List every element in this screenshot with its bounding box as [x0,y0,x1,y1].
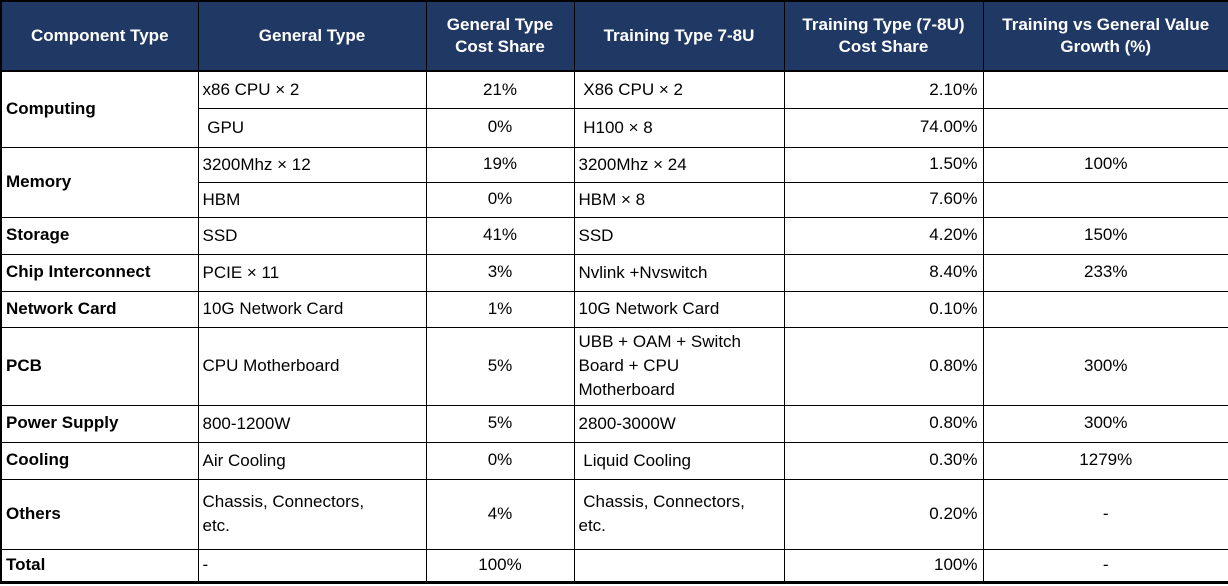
cell-training-share: 8.40% [783,253,984,292]
cell-training-share: 100% [783,548,984,583]
cell-general-share: 5% [425,404,575,443]
row-cooling: Cooling Air Cooling 0% Liquid Cooling 0.… [0,441,1228,480]
cell-component-network-card: Network Card [0,290,199,328]
cell-training-share: 0.10% [783,290,984,328]
header-general-type: General Type [197,0,427,72]
cell-component-others: Others [0,478,199,550]
cell-component-power-supply: Power Supply [0,404,199,443]
cell-training-type: HBM × 8 [573,181,785,218]
cell-training-type: 2800-3000W [573,404,785,443]
cell-general-type: PCIE × 11 [197,253,427,292]
row-storage: Storage SSD 41% SSD 4.20% 150% [0,216,1228,255]
row-memory-dram: Memory 3200Mhz × 12 19% 3200Mhz × 24 1.5… [0,146,1228,218]
cell-training-type: H100 × 8 [573,107,785,148]
cell-growth [982,107,1228,148]
cell-training-type: Chassis, Connectors, etc. [573,478,785,550]
header-row: Component Type General Type General Type… [0,0,1228,72]
cell-training-share: 0.80% [783,326,984,406]
cell-growth [982,70,1228,109]
cell-general-share: 0% [425,107,575,148]
cell-general-type: 10G Network Card [197,290,427,328]
cell-training-share: 0.80% [783,404,984,443]
header-training-type: Training Type 7-8U [573,0,785,72]
cell-general-share: 100% [425,548,575,583]
cell-growth [982,181,1228,218]
header-training-cost-share: Training Type (7-8U) Cost Share [783,0,984,72]
cell-component-memory: Memory [0,146,199,218]
cell-general-type: 3200Mhz × 12 [197,146,427,183]
cell-training-type: X86 CPU × 2 [573,70,785,109]
cell-growth: 1279% [982,441,1228,480]
cell-general-share: 5% [425,326,575,406]
cell-general-share: 21% [425,70,575,109]
cell-general-share: 1% [425,290,575,328]
header-component-type: Component Type [0,0,199,72]
cell-component-cooling: Cooling [0,441,199,480]
row-memory-hbm: HBM 0% HBM × 8 7.60% [1,181,1228,218]
cell-general-share: 4% [425,478,575,550]
cell-general-type: x86 CPU × 2 [197,70,427,109]
cell-growth: 150% [982,216,1228,255]
cell-general-type: CPU Motherboard [197,326,427,406]
cell-training-share: 4.20% [783,216,984,255]
row-others: Others Chassis, Connectors, etc. 4% Chas… [0,478,1228,550]
cell-general-share: 41% [425,216,575,255]
cell-growth: - [982,548,1228,583]
cell-general-type: Chassis, Connectors, etc. [197,478,427,550]
cell-component-computing: Computing [0,70,199,148]
cell-general-type: 800-1200W [197,404,427,443]
cell-general-share: 0% [425,441,575,480]
row-power-supply: Power Supply 800-1200W 5% 2800-3000W 0.8… [0,404,1228,443]
cell-training-share: 0.20% [783,478,984,550]
cell-training-type [573,548,785,583]
cell-general-type: HBM [197,181,427,218]
cell-growth: 100% [982,146,1228,183]
cell-growth: - [982,478,1228,550]
cell-general-type: - [197,548,427,583]
cell-training-type: SSD [573,216,785,255]
cell-training-type: Liquid Cooling [573,441,785,480]
cell-growth: 233% [982,253,1228,292]
cell-component-total: Total [0,548,199,583]
cell-training-type: 10G Network Card [573,290,785,328]
cell-general-share: 0% [425,181,575,218]
cell-component-chip-interconnect: Chip Interconnect [0,253,199,292]
cell-general-type: SSD [197,216,427,255]
cell-component-pcb: PCB [0,326,199,406]
cell-training-type: Nvlink +Nvswitch [573,253,785,292]
cell-training-share: 7.60% [783,181,984,218]
header-value-growth: Training vs General Value Growth (%) [982,0,1228,72]
cell-general-type: GPU [197,107,427,148]
row-computing-cpu: Computing x86 CPU × 2 21% X86 CPU × 2 2.… [0,70,1228,148]
row-total: Total - 100% 100% - [0,548,1228,583]
row-pcb: PCB CPU Motherboard 5% UBB + OAM + Switc… [0,326,1228,406]
row-computing-gpu: GPU 0% H100 × 8 74.00% [1,107,1228,148]
cell-general-share: 3% [425,253,575,292]
cell-general-type: Air Cooling [197,441,427,480]
cell-training-type: 3200Mhz × 24 [573,146,785,183]
cell-training-share: 0.30% [783,441,984,480]
cell-growth [982,290,1228,328]
row-chip-interconnect: Chip Interconnect PCIE × 11 3% Nvlink +N… [0,253,1228,292]
row-network-card: Network Card 10G Network Card 1% 10G Net… [0,290,1228,328]
cell-growth: 300% [982,404,1228,443]
cell-growth: 300% [982,326,1228,406]
cell-training-share: 74.00% [783,107,984,148]
cell-component-storage: Storage [0,216,199,255]
cell-general-share: 19% [425,146,575,183]
cell-training-share: 1.50% [783,146,984,183]
cell-training-type: UBB + OAM + Switch Board + CPU Motherboa… [573,326,785,406]
header-general-cost-share: General Type Cost Share [425,0,575,72]
cell-training-share: 2.10% [783,70,984,109]
